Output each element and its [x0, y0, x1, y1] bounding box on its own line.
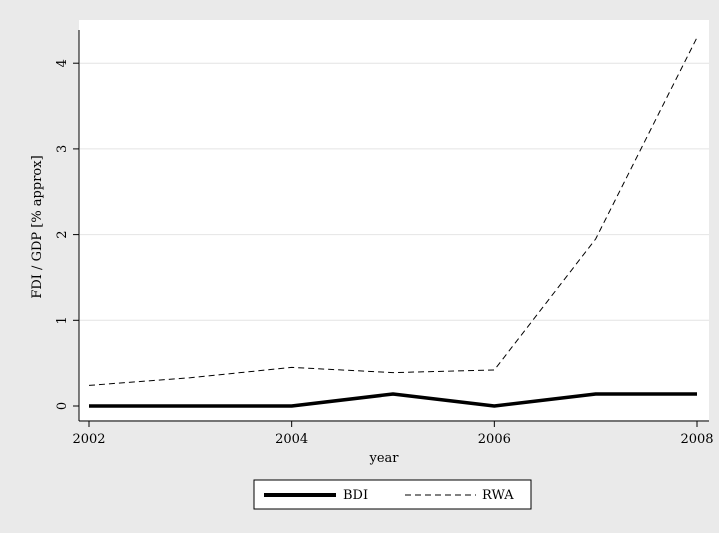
x-tick-label: 2004	[275, 432, 308, 447]
y-tick-label: 1	[55, 316, 70, 324]
y-tick-label: 4	[55, 59, 70, 67]
legend-label-rwa: RWA	[482, 488, 514, 503]
y-axis-label: FDI / GDP [% approx]	[30, 155, 45, 298]
x-tick-label: 2008	[680, 432, 713, 447]
y-tick-label: 0	[55, 402, 70, 410]
legend-label-bdi: BDI	[343, 488, 368, 503]
legend: BDI RWA	[254, 480, 531, 509]
y-tick-label: 2	[55, 230, 70, 238]
x-axis-label: year	[368, 451, 399, 466]
y-tick-label: 3	[55, 145, 70, 153]
plot-area	[79, 20, 709, 420]
x-tick-label: 2006	[478, 432, 511, 447]
x-tick-label: 2002	[72, 432, 105, 447]
